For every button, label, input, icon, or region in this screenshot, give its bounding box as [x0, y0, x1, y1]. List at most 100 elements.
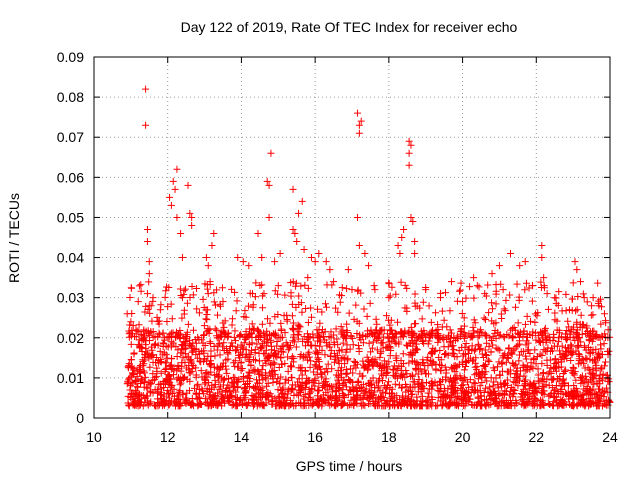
data-point	[552, 396, 560, 404]
data-point	[320, 333, 328, 341]
data-point	[354, 377, 362, 385]
x-tick-labels: 10 12 14 16 18 20 22 24	[86, 429, 618, 445]
data-point	[398, 362, 406, 370]
data-point	[516, 340, 524, 348]
data-point	[228, 339, 236, 347]
data-point	[344, 391, 352, 399]
data-point	[412, 320, 420, 328]
data-point	[314, 392, 322, 400]
data-point	[360, 305, 368, 313]
data-point	[567, 387, 575, 395]
data-point	[516, 328, 524, 336]
data-point	[427, 332, 435, 340]
data-point	[573, 401, 581, 409]
data-point	[343, 320, 351, 328]
data-point	[211, 325, 219, 333]
data-point	[282, 339, 290, 347]
data-point	[380, 326, 388, 334]
data-point	[533, 389, 541, 397]
data-point	[189, 326, 197, 334]
data-point	[499, 286, 507, 294]
data-point	[186, 209, 194, 217]
data-point	[390, 366, 398, 374]
data-point	[470, 316, 478, 324]
data-point	[312, 357, 320, 365]
data-point	[230, 333, 238, 341]
data-point	[265, 352, 273, 360]
data-point	[125, 360, 133, 368]
data-point	[570, 371, 578, 379]
y-tick-label: 0.09	[57, 49, 84, 65]
data-point	[332, 353, 340, 361]
data-point	[156, 306, 164, 314]
data-point	[332, 401, 340, 409]
data-point	[391, 394, 399, 402]
data-point	[600, 310, 608, 318]
data-point	[260, 402, 268, 410]
data-point	[402, 367, 410, 375]
data-point	[350, 401, 358, 409]
data-point	[478, 400, 486, 408]
data-point	[145, 378, 153, 386]
data-point	[387, 344, 395, 352]
data-point	[182, 344, 190, 352]
data-point	[249, 384, 257, 392]
data-point	[242, 350, 250, 358]
data-point	[420, 330, 428, 338]
y-tick-label: 0.06	[57, 169, 84, 185]
data-point	[422, 397, 430, 405]
data-point	[339, 339, 347, 347]
data-point	[149, 370, 157, 378]
data-point	[334, 308, 342, 316]
data-point	[415, 332, 423, 340]
data-point	[287, 362, 295, 370]
data-point	[440, 343, 448, 351]
data-point	[578, 320, 586, 328]
data-point	[495, 332, 503, 340]
data-point	[178, 254, 186, 262]
data-point	[167, 201, 175, 209]
data-point	[427, 382, 435, 390]
data-point	[173, 332, 181, 340]
data-point	[601, 362, 609, 370]
data-point	[192, 371, 200, 379]
data-point	[295, 209, 303, 217]
data-point	[482, 332, 490, 340]
data-point	[382, 360, 390, 368]
data-point	[397, 278, 405, 286]
data-point	[207, 347, 215, 355]
data-point	[596, 380, 604, 388]
data-point	[469, 386, 477, 394]
data-point	[345, 377, 353, 385]
data-point	[229, 373, 237, 381]
data-point	[434, 329, 442, 337]
data-point	[170, 385, 178, 393]
data-point	[484, 356, 492, 364]
data-point	[140, 369, 148, 377]
data-point	[242, 333, 250, 341]
data-point	[256, 385, 264, 393]
data-point	[192, 390, 200, 398]
data-point	[407, 213, 415, 221]
data-point	[371, 355, 379, 363]
data-point	[419, 358, 427, 366]
data-point	[504, 354, 512, 362]
data-point	[339, 380, 347, 388]
data-point	[141, 373, 149, 381]
data-point	[489, 396, 497, 404]
data-point	[392, 339, 400, 347]
data-point	[126, 386, 134, 394]
data-point	[231, 357, 239, 365]
data-point	[355, 129, 363, 137]
data-point	[555, 400, 563, 408]
data-point	[495, 402, 503, 410]
data-point	[439, 392, 447, 400]
data-point	[154, 333, 162, 341]
data-point	[260, 290, 268, 298]
data-point	[355, 348, 363, 356]
data-point	[422, 378, 430, 386]
data-point	[422, 286, 430, 294]
data-point	[162, 287, 170, 295]
data-point	[425, 302, 433, 310]
